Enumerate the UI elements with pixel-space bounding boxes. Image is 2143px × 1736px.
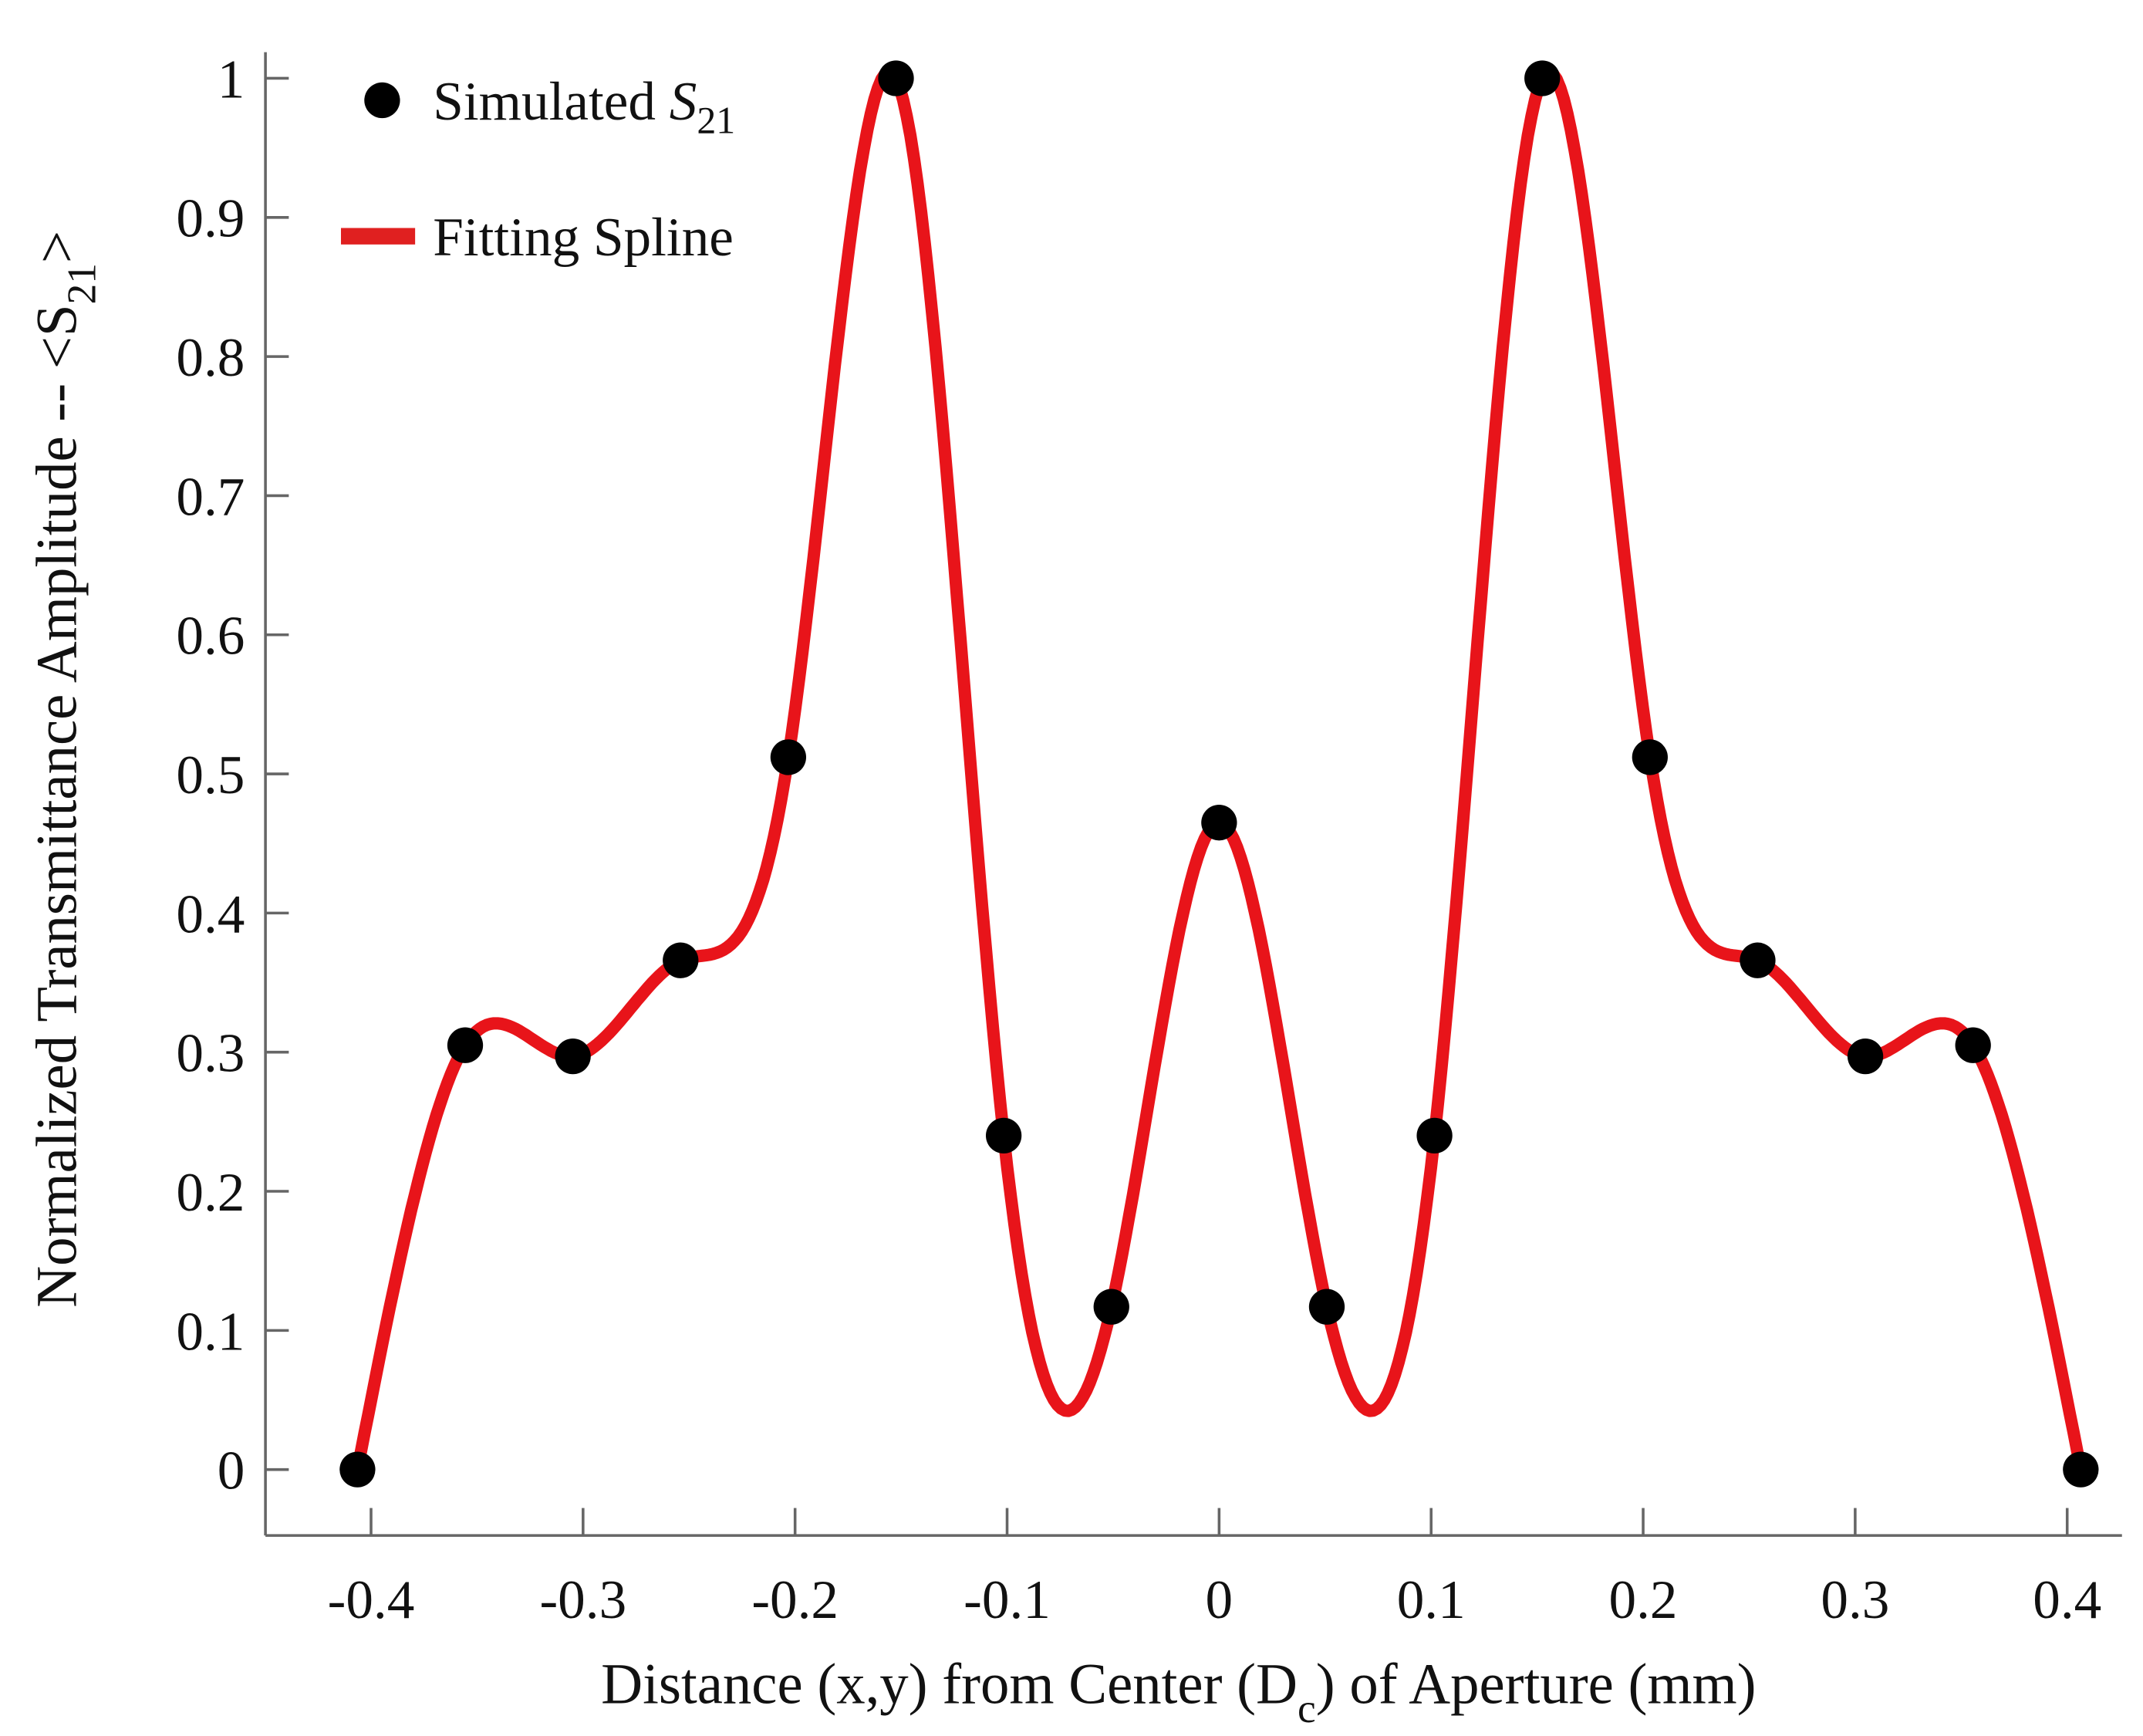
data-point: [447, 1027, 484, 1063]
data-point: [1416, 1117, 1453, 1154]
x-tick-label: 0.3: [1821, 1570, 1889, 1630]
data-point: [878, 60, 914, 96]
y-tick-label: 0.9: [176, 189, 245, 249]
y-tick-label: 0: [218, 1441, 245, 1501]
x-axis-label: Distance (x,y) from Center (Dc) of Apert…: [601, 1652, 1756, 1731]
y-tick-label: 1: [218, 49, 245, 110]
data-point: [770, 739, 807, 775]
data-point: [339, 1451, 376, 1488]
data-point: [985, 1117, 1022, 1154]
data-point: [663, 942, 699, 978]
legend: Simulated S21 Fitting Spline: [341, 72, 735, 268]
legend-marker-spline: [341, 228, 416, 245]
axes: [264, 52, 2122, 1537]
x-tick-label: -0.1: [964, 1570, 1051, 1630]
data-point: [1524, 60, 1561, 96]
legend-marker-simulated: [364, 82, 400, 119]
x-tick-label: 0.2: [1609, 1570, 1678, 1630]
legend-label-simulated: Simulated S21: [433, 72, 735, 142]
legend-label-spline: Fitting Spline: [433, 208, 734, 268]
data-point: [1740, 942, 1776, 978]
data-point: [2063, 1451, 2099, 1488]
fitting-spline-line: [351, 65, 2087, 1476]
y-tick-label: 0.5: [176, 745, 245, 806]
data-point: [1632, 739, 1668, 775]
ticks: -0.4 -0.3 -0.2 -0.1 0 0.1 0.2 0.3 0.4 0 0.1 0.2 0.3 0…: [176, 49, 2101, 1630]
x-tick-label: 0.1: [1397, 1570, 1466, 1630]
x-tick-label: -0.4: [328, 1570, 415, 1630]
x-tick-label: -0.2: [751, 1570, 839, 1630]
y-tick-label: 0.4: [176, 884, 245, 944]
y-tick-label: 0.8: [176, 328, 245, 388]
x-tick-label: -0.3: [539, 1570, 626, 1630]
x-tick-label: 0.4: [2033, 1570, 2101, 1630]
data-point: [1201, 805, 1237, 841]
y-tick-label: 0.3: [176, 1024, 245, 1084]
data-point: [1955, 1027, 1991, 1063]
y-tick-label: 0.7: [176, 467, 245, 527]
y-axis-label: Normalized Transmittance Amplitude -- <S…: [25, 231, 104, 1308]
data-point: [1847, 1038, 1884, 1075]
y-tick-label: 0.6: [176, 606, 245, 667]
data-point: [1093, 1288, 1129, 1325]
simulated-points: [339, 60, 2099, 1488]
data-point: [555, 1038, 591, 1075]
data-point: [1308, 1288, 1345, 1325]
y-tick-label: 0.1: [176, 1302, 245, 1362]
y-tick-label: 0.2: [176, 1163, 245, 1223]
x-tick-label: 0: [1206, 1570, 1233, 1630]
